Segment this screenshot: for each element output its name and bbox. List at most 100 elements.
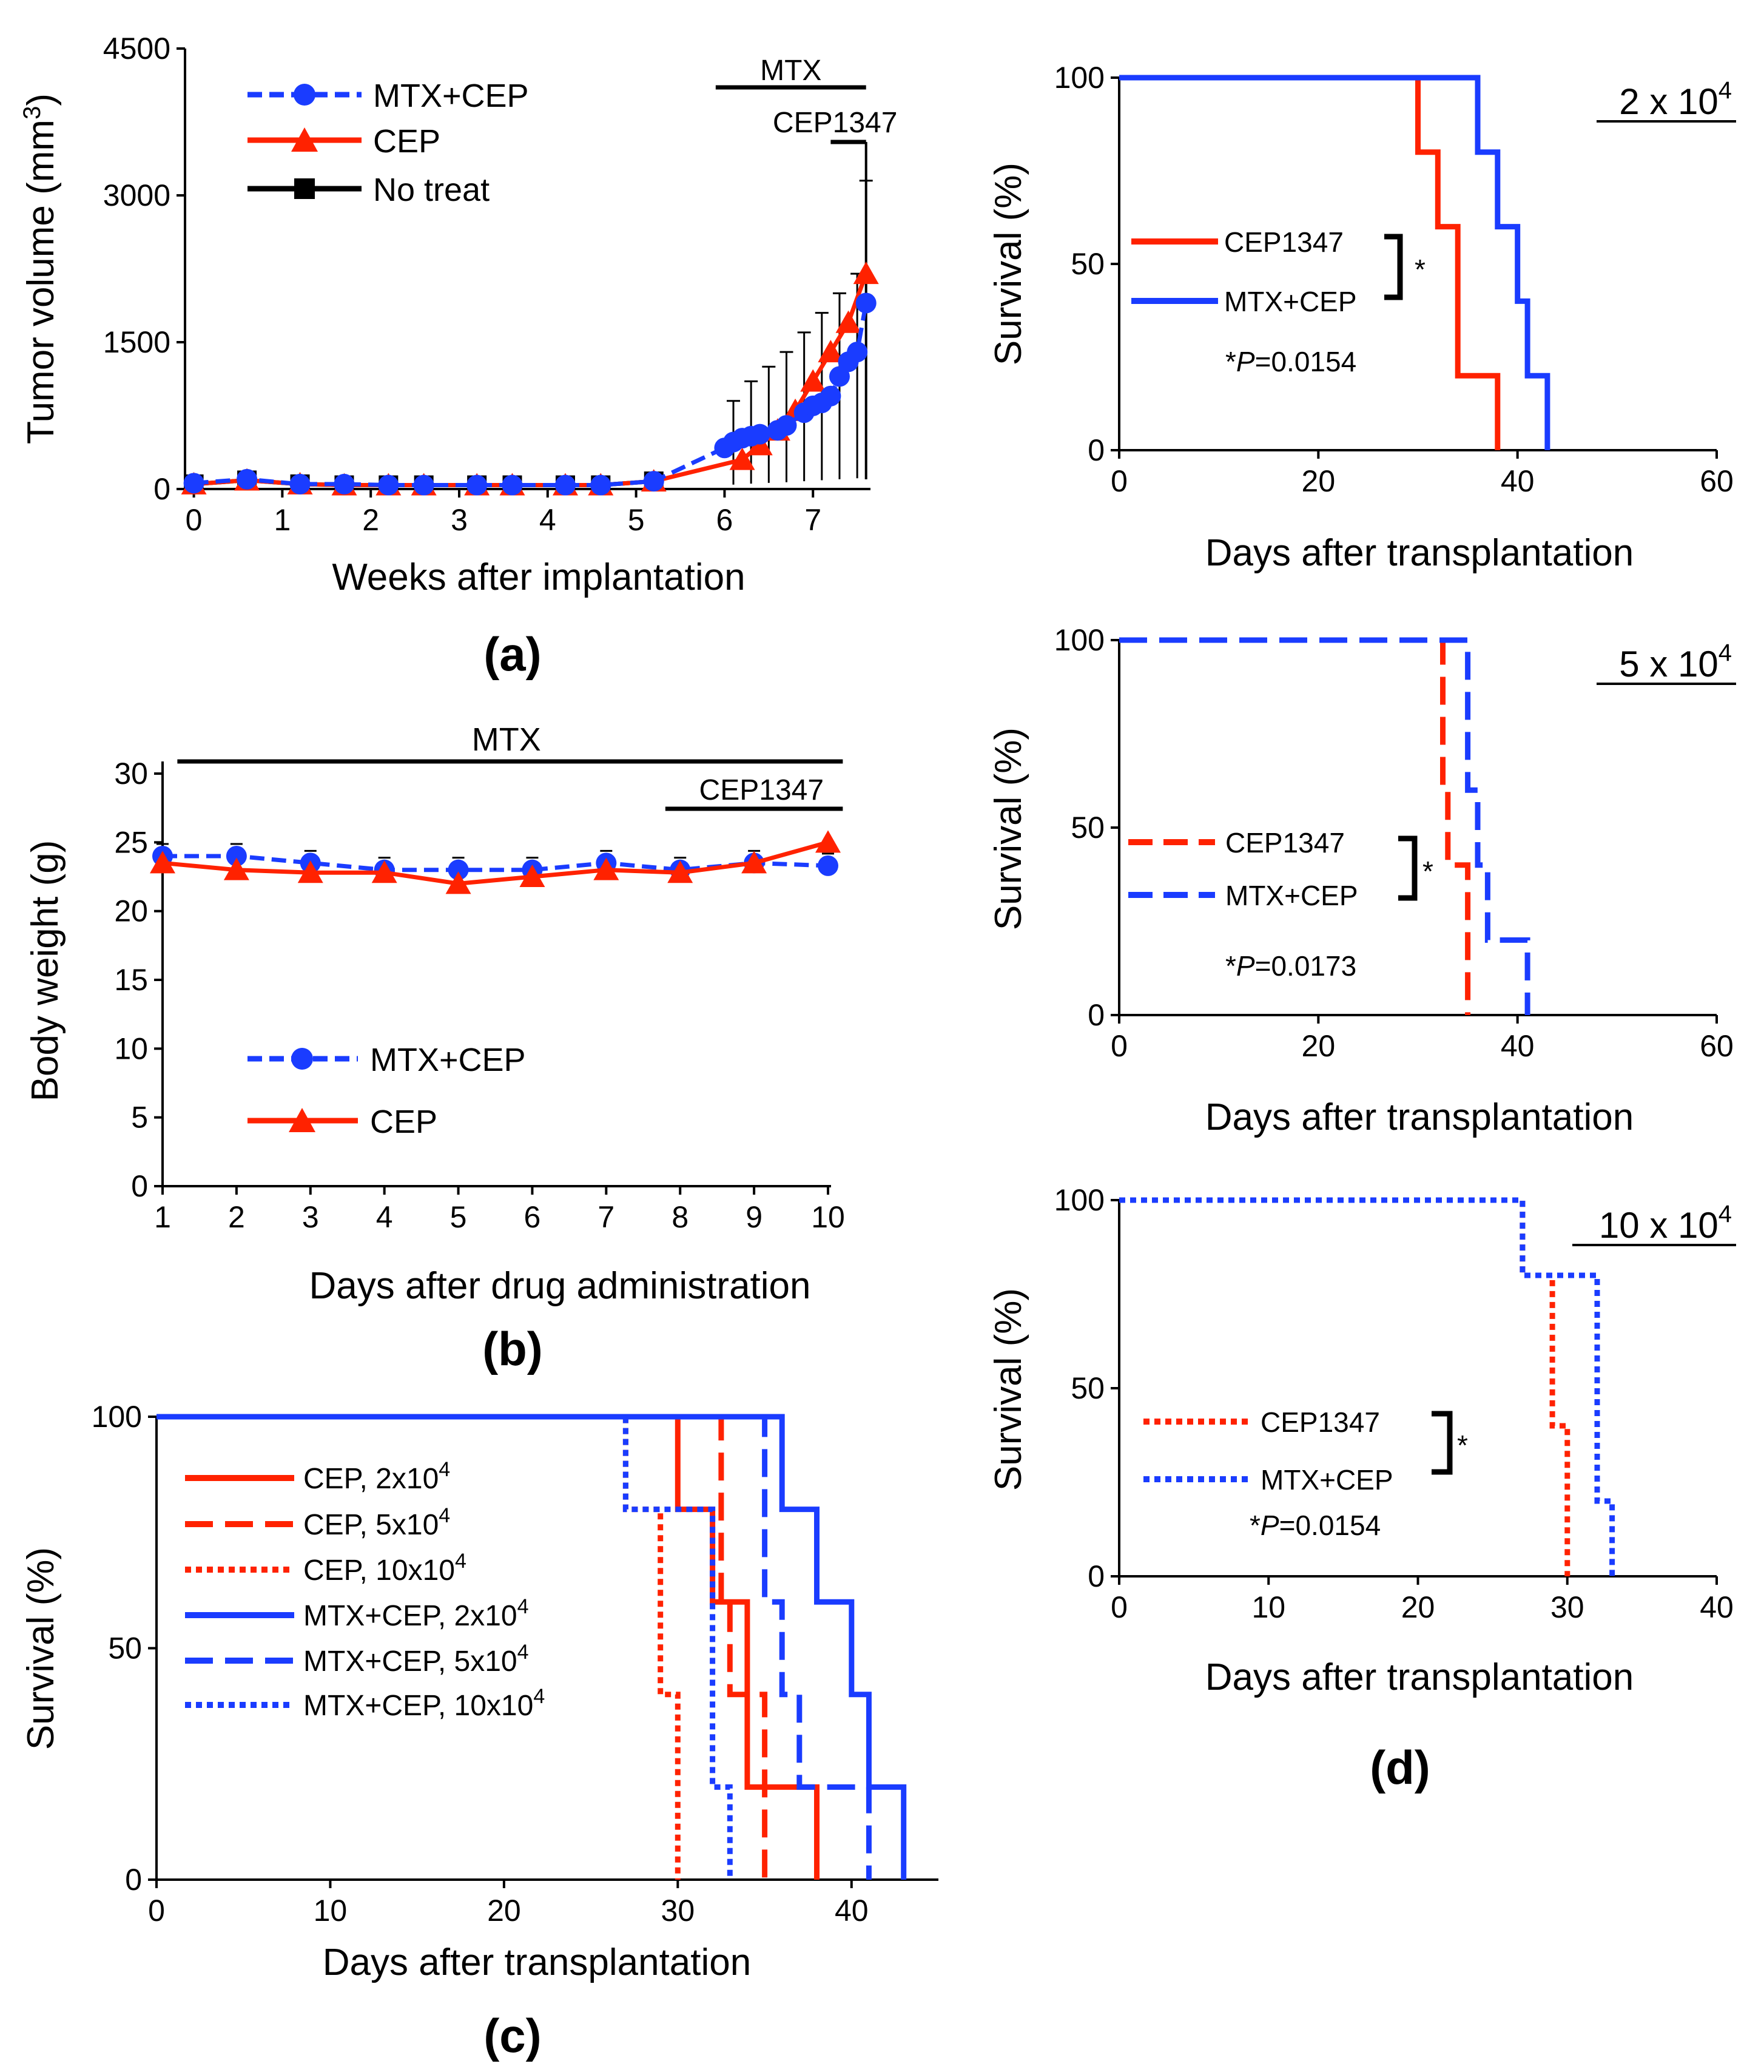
panel-a-point-0-7 (502, 474, 523, 496)
panel-b-point-1-1 (223, 857, 249, 880)
panel-d2-legend: CEP1347 MTX+CEP * (1128, 827, 1433, 911)
panel-d1-ytick-label-1: 50 (1071, 247, 1105, 281)
panel-c-xtick-label-4: 40 (835, 1894, 869, 1928)
panel-d1-curve-1 (1119, 75, 1550, 450)
panel-d1-pvalue-star: * (1225, 346, 1236, 377)
panel-d1-pvalue-num: =0.0154 (1255, 346, 1357, 377)
panel-a-xtick-label-3: 3 (451, 503, 468, 537)
panel-c-label: (c) (483, 2009, 541, 2062)
panel-b-ytick-label-2: 10 (114, 1031, 148, 1065)
panel-d1-marks: 0 50 100 0 20 40 60 (1054, 61, 1734, 498)
legend-c-mtx-5-sup: 4 (517, 1641, 529, 1664)
panel-d3-ytick-label-0: 0 (1088, 1559, 1105, 1593)
panel-b-series-1 (162, 840, 829, 886)
legend-c-cep-5-name: CEP, 5x10 (303, 1509, 439, 1541)
legend-d1-cep-label: CEP1347 (1224, 226, 1344, 258)
panel-d1-pvalue-p: P (1236, 346, 1255, 377)
panel-b-ytick-label-4: 20 (114, 894, 148, 928)
panel-b-xtick-label-1: 2 (228, 1200, 245, 1234)
panel-c-curve-5 (157, 1414, 733, 1880)
panel-d1-pvalue: *P=0.0154 (1225, 346, 1356, 377)
panel-d3-pvalue-p: P (1261, 1510, 1279, 1541)
panel-d3-xlabel: Days after transplantation (1205, 1656, 1634, 1698)
panel-d3-xtick-label-3: 30 (1550, 1590, 1584, 1624)
panel-b-xtick-label-6: 7 (598, 1200, 614, 1234)
legend-c-cep-5-label: CEP, 5x104 (303, 1504, 450, 1541)
panel-d3-legend: CEP1347 MTX+CEP * (1143, 1406, 1468, 1496)
panel-d3-xtick-label-4: 40 (1700, 1590, 1734, 1624)
legend-c-cep-10-name: CEP, 10x10 (303, 1554, 455, 1587)
panel-d2-xtick-label-2: 40 (1501, 1029, 1535, 1063)
panel-d3-conc-main: 10 x 10 (1599, 1205, 1719, 1246)
panel-c-xtick-label-0: 0 (148, 1894, 165, 1928)
panel-d1-ylabel: Survival (%) (988, 163, 1029, 365)
panel-d3-concentration: 10 x 104 (1599, 1201, 1732, 1246)
legend-a-mtxcep-marker (294, 84, 315, 106)
panel-a-ylabel-close: ) (20, 93, 62, 106)
legend-c-mtx-5-name: MTX+CEP, 5x10 (303, 1645, 517, 1678)
panel-b-marks: 0 5 10 15 20 25 30 1 2 3 4 5 6 7 8 9 10 MTX CEP1347 (114, 721, 844, 1234)
panel-d2-significance-bracket (1398, 835, 1418, 901)
panel-a-ytick-label-3: 4500 (103, 32, 170, 66)
panel-a-ytick-label-1: 1500 (103, 325, 170, 359)
legend-a-mtxcep-label: MTX+CEP (373, 78, 529, 114)
panel-b-xtick-label-7: 8 (672, 1200, 688, 1234)
panel-c-ytick-label-1: 50 (108, 1632, 142, 1665)
panel-b-point-0-9 (818, 855, 838, 876)
panel-a-marks: 0 1500 3000 4500 0 1 2 3 4 5 6 7 MTX CEP1347 (103, 32, 898, 537)
panel-c-xtick-label-2: 20 (487, 1894, 521, 1928)
panel-d2-ytick-label-0: 0 (1088, 998, 1105, 1032)
panel-b-point-1-3 (371, 860, 397, 883)
panel-b-point-0-1 (226, 846, 247, 866)
legend-c-cep-2-name: CEP, 2x10 (303, 1463, 439, 1495)
panel-a-mtx-label: MTX (760, 55, 821, 87)
panel-a-point-0-3 (334, 473, 355, 494)
panel-d2-ytick-label-1: 50 (1071, 811, 1105, 845)
panel-a-series-mtx-cep (194, 302, 869, 487)
panel-b-point-1-0 (150, 851, 175, 874)
panel-c-ytick-label-2: 100 (92, 1400, 142, 1434)
panel-d1-xlabel: Days after transplantation (1205, 532, 1634, 574)
panel-d1-xtick-label-3: 60 (1700, 464, 1734, 498)
panel-d3-ytick-label-2: 100 (1054, 1183, 1105, 1217)
legend-d3-mtxcep-label: MTX+CEP (1261, 1464, 1393, 1496)
panel-b-xtick-label-0: 1 (154, 1200, 171, 1234)
panel-b-xtick-label-2: 3 (302, 1200, 319, 1234)
panel-d-label: (d) (1370, 1741, 1430, 1794)
panel-a-xtick-label-6: 6 (716, 503, 733, 537)
panel-a-ylabel: Tumor volume (mm3) (19, 93, 62, 444)
legend-b-mtxcep-marker (291, 1048, 313, 1070)
panel-d3-marks: 0 50 100 0 10 20 30 40 (1054, 1183, 1734, 1624)
panel-a-point-1-15 (800, 369, 826, 392)
panel-a-point-1-17 (835, 310, 861, 333)
panel-b-body-weight-chart: 0 5 10 15 20 25 30 1 2 3 4 5 6 7 8 9 10 MTX CEP1347 MTX+CE… (24, 721, 845, 1375)
panel-d2-ytick-label-2: 100 (1054, 623, 1105, 657)
panel-b-ytick-label-3: 15 (114, 963, 148, 997)
panel-d3-xtick-label-1: 10 (1251, 1590, 1285, 1624)
panel-b-label: (b) (482, 1322, 543, 1375)
panel-c-legend: CEP, 2x104 CEP, 5x104 CEP, 10x104 MTX+CE… (185, 1458, 545, 1722)
panel-d1-ytick-label-2: 100 (1054, 61, 1105, 95)
legend-c-cep-10-sup: 4 (455, 1550, 466, 1573)
panel-a-point-1-18 (853, 262, 879, 285)
panel-d1-significance-bracket (1384, 234, 1403, 300)
panel-b-xtick-label-3: 4 (376, 1200, 393, 1234)
panel-a-xtick-label-2: 2 (362, 503, 379, 537)
legend-c-cep-2-sup: 4 (439, 1458, 450, 1481)
panel-b-ylabel: Body weight (g) (24, 840, 66, 1102)
legend-a-cep-marker (291, 127, 318, 152)
panel-b-point-1-9 (815, 830, 841, 853)
panel-b-ytick-label-6: 30 (114, 757, 148, 791)
panel-d1-curve-0 (1119, 75, 1501, 450)
panel-a-xtick-label-5: 5 (628, 503, 645, 537)
legend-c-cep-2-label: CEP, 2x104 (303, 1458, 450, 1495)
legend-b-cep-marker (289, 1108, 315, 1132)
panel-a-point-0-25 (855, 292, 877, 314)
panel-a-xtick-label-0: 0 (186, 503, 203, 537)
panel-b-xtick-label-9: 10 (811, 1200, 845, 1234)
panel-b-point-0-4 (448, 859, 469, 880)
panel-d3-pvalue: *P=0.0154 (1250, 1510, 1381, 1541)
panel-a-point-1-16 (818, 340, 844, 363)
panel-d1-xtick-label-1: 20 (1302, 464, 1336, 498)
legend-b-mtxcep-label: MTX+CEP (370, 1042, 526, 1078)
